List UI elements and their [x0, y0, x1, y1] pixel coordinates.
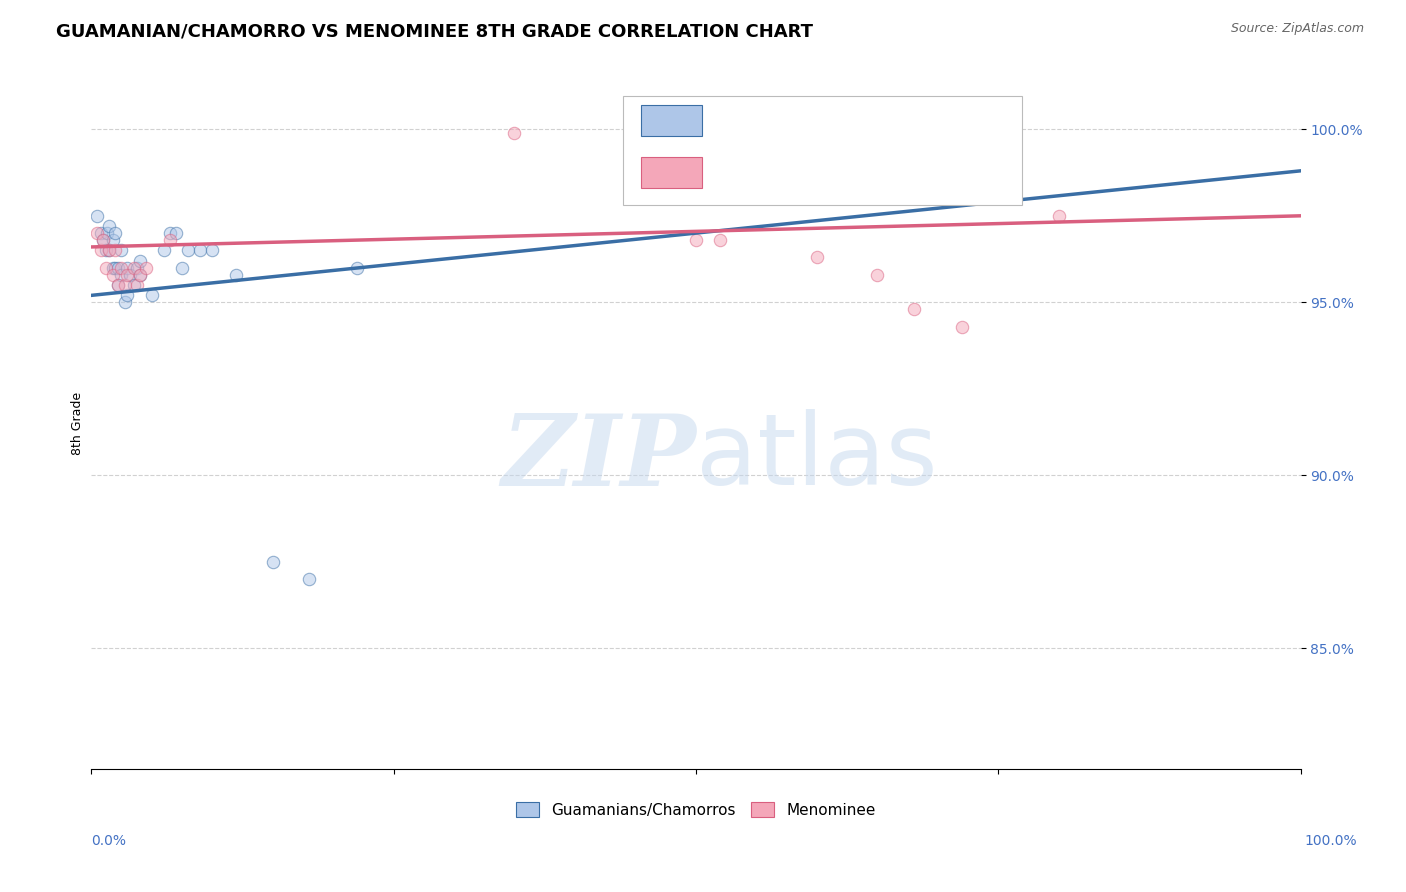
Point [503, 126, 526, 140]
FancyBboxPatch shape [641, 157, 702, 188]
Point [114, 295, 136, 310]
Point [685, 233, 707, 247]
Point [104, 260, 127, 275]
Text: GUAMANIAN/CHAMORRO VS MENOMINEE 8TH GRADE CORRELATION CHART: GUAMANIAN/CHAMORRO VS MENOMINEE 8TH GRAD… [56, 22, 813, 40]
Text: ZIP: ZIP [501, 409, 696, 507]
Point [661, 164, 683, 178]
Text: 0.0%: 0.0% [91, 834, 127, 848]
Point [225, 268, 247, 282]
FancyBboxPatch shape [623, 96, 1022, 205]
Point [127, 260, 149, 275]
Point [262, 555, 284, 569]
Point [170, 260, 193, 275]
Point [104, 226, 127, 240]
Point [201, 244, 224, 258]
Point [117, 288, 139, 302]
Point [159, 226, 181, 240]
Point [117, 268, 139, 282]
Point [96, 226, 118, 240]
Text: R = 0.156: R = 0.156 [714, 106, 790, 121]
Point [165, 226, 187, 240]
Point [159, 233, 181, 247]
Point [122, 278, 145, 293]
Point [152, 244, 174, 258]
Text: Source: ZipAtlas.com: Source: ZipAtlas.com [1230, 22, 1364, 36]
Y-axis label: 8th Grade: 8th Grade [72, 392, 84, 455]
Text: atlas: atlas [696, 409, 938, 507]
Point [110, 260, 132, 275]
Point [98, 244, 121, 258]
Point [987, 129, 1010, 144]
Point [117, 260, 139, 275]
FancyBboxPatch shape [641, 105, 702, 136]
Point [128, 268, 150, 282]
Point [298, 572, 321, 586]
Point [866, 268, 889, 282]
Point [110, 268, 132, 282]
Point [114, 278, 136, 293]
Point [107, 260, 129, 275]
Point [950, 319, 973, 334]
Point [188, 244, 211, 258]
Point [107, 278, 129, 293]
Point [128, 253, 150, 268]
Point [91, 233, 114, 247]
Point [709, 233, 731, 247]
Point [135, 260, 157, 275]
Point [122, 260, 145, 275]
Point [101, 233, 124, 247]
Point [806, 250, 828, 264]
Point [94, 260, 117, 275]
Point [141, 288, 163, 302]
Point [1047, 209, 1070, 223]
Point [128, 268, 150, 282]
Point [101, 268, 124, 282]
Point [346, 260, 368, 275]
Point [86, 226, 108, 240]
Point [110, 244, 132, 258]
Point [91, 233, 114, 247]
Text: 100.0%: 100.0% [1305, 834, 1357, 848]
Text: R = 0.132: R = 0.132 [714, 159, 790, 174]
Point [118, 268, 141, 282]
Point [90, 244, 112, 258]
Legend: Guamanians/Chamorros, Menominee: Guamanians/Chamorros, Menominee [510, 796, 882, 824]
Text: N = 26: N = 26 [846, 159, 900, 174]
Point [107, 278, 129, 293]
Point [745, 129, 768, 144]
Point [101, 260, 124, 275]
Text: N = 37: N = 37 [846, 106, 900, 121]
Point [98, 219, 121, 234]
Point [177, 244, 200, 258]
Point [98, 244, 121, 258]
Point [127, 278, 149, 293]
Point [90, 226, 112, 240]
Point [86, 209, 108, 223]
Point [104, 244, 127, 258]
Point [903, 302, 925, 317]
Point [94, 244, 117, 258]
Point [987, 129, 1010, 144]
